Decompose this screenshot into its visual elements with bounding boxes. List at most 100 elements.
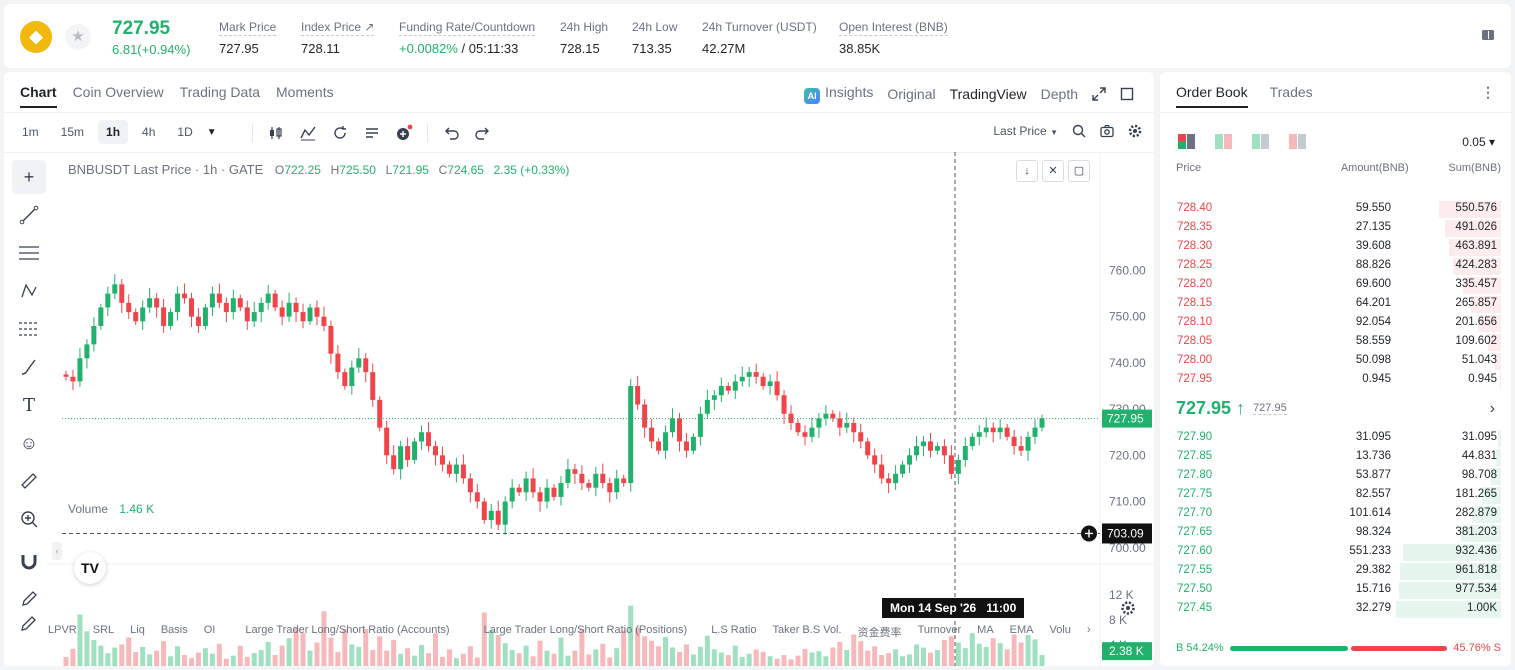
- redo-icon[interactable]: [474, 124, 492, 142]
- indicator-liq[interactable]: Liq: [130, 624, 145, 636]
- ask-row[interactable]: 728.05 58.559 109.602: [1160, 333, 1511, 352]
- indicator-turnover[interactable]: Turnover: [917, 624, 962, 636]
- book-view-asks-icon[interactable]: [1289, 134, 1306, 149]
- tradingview-view-tab[interactable]: TradingView: [949, 86, 1027, 102]
- fullscreen-icon[interactable]: ▢: [1068, 160, 1090, 182]
- magnet-icon[interactable]: [12, 544, 46, 578]
- tab-trading-data[interactable]: Trading Data: [179, 84, 261, 100]
- bid-row[interactable]: 727.45 32.279 1.00K: [1160, 600, 1511, 619]
- price-type-select[interactable]: Last Price ▼: [993, 124, 1058, 138]
- indicator-large-trader-accounts[interactable]: Large Trader Long/Short Ratio (Accounts): [245, 624, 450, 636]
- text-tool-icon[interactable]: T: [22, 394, 35, 416]
- mid-price[interactable]: 727.95 ↑ 727.95: [1176, 398, 1287, 419]
- indicator-ema[interactable]: EMA: [1009, 624, 1034, 636]
- ask-row[interactable]: 727.95 0.945 0.945: [1160, 371, 1511, 390]
- indicator-funding-rate[interactable]: 资金费率: [857, 627, 902, 639]
- book-view-both-icon[interactable]: [1178, 134, 1195, 149]
- ask-row[interactable]: 728.40 59.550 550.576: [1160, 200, 1511, 219]
- star-icon[interactable]: ★: [65, 24, 91, 50]
- crosshair-tool-icon[interactable]: +: [12, 160, 46, 194]
- expand-icon[interactable]: [1092, 87, 1106, 101]
- add-indicator-icon[interactable]: [395, 124, 413, 142]
- zoom-in-icon[interactable]: [12, 502, 46, 536]
- ask-row[interactable]: 728.20 69.600 335.457: [1160, 276, 1511, 295]
- camera-icon[interactable]: [1100, 124, 1114, 138]
- indicator-volume[interactable]: Volu: [1049, 624, 1071, 636]
- bid-row[interactable]: 727.55 29.382 961.818: [1160, 562, 1511, 581]
- gear-icon[interactable]: [1128, 124, 1142, 138]
- prediction-tool-icon[interactable]: [12, 312, 46, 346]
- pattern-tool-icon[interactable]: [12, 274, 46, 308]
- indicator-large-trader-positions[interactable]: Large Trader Long/Short Ratio (Positions…: [483, 624, 688, 636]
- book-icon[interactable]: [1481, 28, 1495, 42]
- price-chart[interactable]: 760.00750.00740.00730.00720.00710.00700.…: [4, 152, 1154, 666]
- ask-row[interactable]: 728.10 92.054 201.656: [1160, 314, 1511, 333]
- stat-mark-price[interactable]: Mark Price 727.95: [219, 20, 277, 56]
- bid-row[interactable]: 727.60 551.233 932.436: [1160, 543, 1511, 562]
- more-icon[interactable]: ⋮: [1481, 84, 1495, 100]
- interval-1h[interactable]: 1h: [98, 120, 129, 144]
- bid-row[interactable]: 727.70 101.614 282.879: [1160, 505, 1511, 524]
- stat-open-interest[interactable]: Open Interest (BNB) 38.85K: [839, 20, 948, 56]
- indicator-ma[interactable]: MA: [977, 624, 994, 636]
- interval-1m[interactable]: 1m: [22, 125, 39, 139]
- tab-coin-overview[interactable]: Coin Overview: [72, 84, 164, 100]
- candle-body: [300, 312, 306, 322]
- volume-bar: [628, 605, 634, 666]
- bid-row[interactable]: 727.65 98.324 381.203: [1160, 524, 1511, 543]
- insights-button[interactable]: AI Insights: [804, 84, 873, 104]
- settings-icon[interactable]: [1120, 600, 1136, 616]
- tab-chart[interactable]: Chart: [20, 84, 57, 108]
- fib-tool-icon[interactable]: [12, 236, 46, 270]
- original-view-tab[interactable]: Original: [887, 86, 936, 102]
- depth-view-tab[interactable]: Depth: [1040, 86, 1078, 102]
- interval-1d[interactable]: 1D: [177, 125, 193, 139]
- chevron-down-icon[interactable]: ▼: [206, 126, 217, 138]
- tab-order-book[interactable]: Order Book: [1176, 84, 1248, 108]
- book-view-bids-icon[interactable]: [1252, 134, 1269, 149]
- interval-15m[interactable]: 15m: [60, 125, 85, 139]
- window-icon[interactable]: [1120, 87, 1134, 101]
- indicator-ls-ratio[interactable]: L.S Ratio: [711, 624, 757, 636]
- stat-funding-rate[interactable]: Funding Rate/Countdown +0.0082% / 05:11:…: [399, 20, 536, 56]
- ask-row[interactable]: 728.35 27.135 491.026: [1160, 219, 1511, 238]
- interval-4h[interactable]: 4h: [142, 125, 156, 139]
- trend-line-tool-icon[interactable]: [12, 198, 46, 232]
- draw-pencil-icon[interactable]: [12, 582, 46, 616]
- brush-tool-icon[interactable]: [12, 350, 46, 384]
- ask-row[interactable]: 728.00 50.098 51.043: [1160, 352, 1511, 371]
- bid-row[interactable]: 727.90 31.095 31.095: [1160, 429, 1511, 448]
- indicator-oi[interactable]: OI: [203, 624, 216, 636]
- book-view-mixed-icon[interactable]: [1215, 134, 1232, 149]
- emoji-tool-icon[interactable]: ☺: [19, 432, 39, 453]
- templates-icon[interactable]: [363, 124, 381, 142]
- indicators-icon[interactable]: [299, 124, 317, 142]
- bid-row[interactable]: 727.50 15.716 977.534: [1160, 581, 1511, 600]
- bid-row[interactable]: 727.85 13.736 44.831: [1160, 448, 1511, 467]
- indicator-lpvr[interactable]: LPVR: [48, 624, 77, 636]
- candle-type-icon[interactable]: [267, 124, 285, 142]
- arrow-down-icon[interactable]: ↓: [1016, 160, 1038, 182]
- search-icon[interactable]: [1072, 124, 1086, 138]
- stat-index-price[interactable]: Index Price ↗ 728.11: [301, 20, 375, 56]
- tab-moments[interactable]: Moments: [276, 84, 334, 100]
- ask-row[interactable]: 728.25 88.826 424.283: [1160, 257, 1511, 276]
- ask-row[interactable]: 728.30 39.608 463.891: [1160, 238, 1511, 257]
- tick-size-select[interactable]: 0.05 ▾: [1462, 135, 1495, 149]
- replay-icon[interactable]: [331, 124, 349, 142]
- undo-icon[interactable]: [442, 124, 460, 142]
- ask-row[interactable]: 728.15 64.201 265.857: [1160, 295, 1511, 314]
- ruler-tool-icon[interactable]: [12, 464, 46, 498]
- tab-trades[interactable]: Trades: [1269, 84, 1313, 100]
- chevron-right-icon[interactable]: ›: [1086, 624, 1091, 636]
- indicator-basis[interactable]: Basis: [160, 624, 188, 636]
- bid-row[interactable]: 727.75 82.557 181.265: [1160, 486, 1511, 505]
- indicator-srl[interactable]: SRL: [92, 624, 115, 636]
- chevron-left-icon[interactable]: ‹: [52, 542, 62, 560]
- candle-body: [628, 386, 634, 484]
- collapse-icon[interactable]: ✕: [1042, 160, 1064, 182]
- indicator-taker-vol[interactable]: Taker B.S Vol.: [772, 624, 842, 636]
- bid-row[interactable]: 727.80 53.877 98.708: [1160, 467, 1511, 486]
- pencil-icon[interactable]: [18, 614, 38, 634]
- chevron-right-icon[interactable]: ›: [1489, 400, 1495, 417]
